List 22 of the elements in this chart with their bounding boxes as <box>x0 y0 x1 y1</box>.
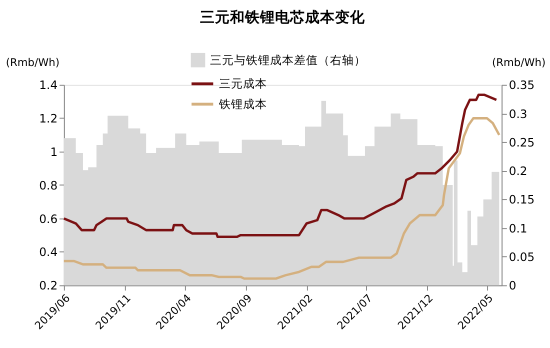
y2-tick-label: 0.15 <box>508 192 535 207</box>
y-tick-label: 1 <box>50 144 58 159</box>
y-tick-label: 0.4 <box>39 245 58 260</box>
y2-tick-label: 0.35 <box>508 78 535 92</box>
line-series <box>62 94 498 238</box>
y2-tick-label: 0.3 <box>508 106 528 121</box>
y-axis-title: (Rmb/Wh) <box>6 56 60 69</box>
legend-label: 铁锂成本 <box>218 97 267 112</box>
legend-label: 三元与铁锂成本差值（右轴） <box>210 53 366 67</box>
y-tick-label: 0.2 <box>39 278 58 293</box>
y2-tick-label: 0.1 <box>508 221 528 236</box>
y-tick-label: 1.2 <box>39 112 58 126</box>
y2-axis-title: (Rmb/Wh) <box>492 56 546 69</box>
y-tick-label: 0.8 <box>39 178 58 192</box>
y2-tick-label: 0.05 <box>508 250 535 264</box>
y2-tick-label: 0 <box>508 278 516 293</box>
y2-tick-label: 0.2 <box>508 164 528 178</box>
chart-title: 三元和铁锂电芯成本变化 <box>200 8 366 26</box>
y-tick-label: 0.6 <box>39 212 58 226</box>
y2-tick-label: 0.25 <box>508 135 535 150</box>
y-tick-label: 1.4 <box>39 78 58 92</box>
legend-label: 三元成本 <box>218 76 267 91</box>
